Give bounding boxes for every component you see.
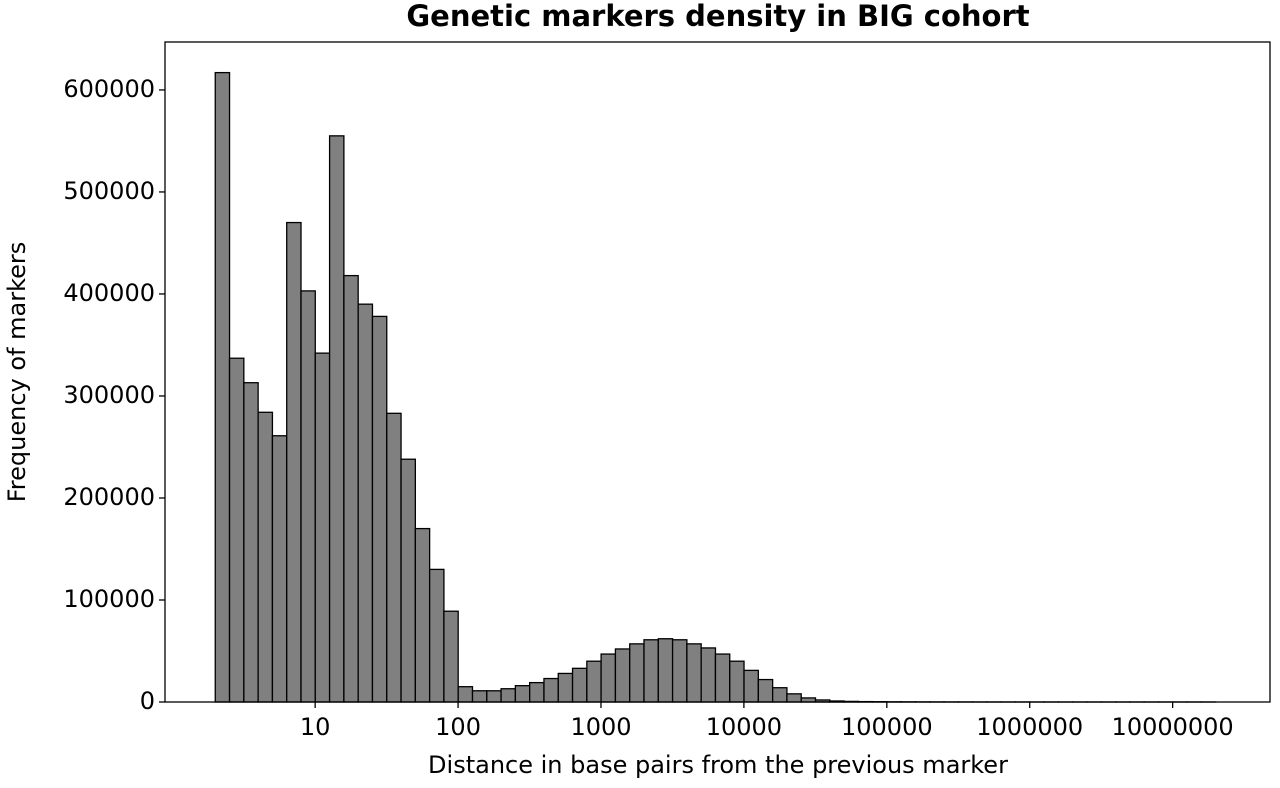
y-tick-label: 600000 bbox=[63, 75, 155, 103]
x-tick-label: 100000 bbox=[841, 713, 933, 741]
bar bbox=[214, 71, 231, 703]
bar bbox=[243, 382, 259, 703]
y-tick-label: 500000 bbox=[63, 177, 155, 205]
bar bbox=[357, 303, 374, 703]
bar bbox=[343, 274, 359, 703]
bar bbox=[686, 643, 702, 703]
y-tick-label: 100000 bbox=[63, 585, 155, 613]
bar bbox=[457, 686, 474, 703]
bar bbox=[529, 681, 545, 703]
bar bbox=[371, 315, 388, 703]
bar bbox=[514, 685, 531, 703]
bar bbox=[386, 412, 402, 703]
bar bbox=[743, 669, 759, 703]
bar bbox=[257, 411, 274, 703]
chart-title: Genetic markers density in BIG cohort bbox=[406, 0, 1029, 33]
y-axis-label: Frequency of markers bbox=[3, 242, 31, 503]
bar bbox=[657, 638, 674, 703]
x-tick-label: 10 bbox=[300, 713, 331, 741]
x-tick-label: 10000000 bbox=[1112, 713, 1234, 741]
bar bbox=[328, 135, 345, 703]
bar bbox=[300, 290, 316, 703]
bar bbox=[286, 221, 302, 703]
bar bbox=[400, 458, 416, 703]
y-tick-label: 300000 bbox=[63, 381, 155, 409]
bar bbox=[671, 639, 688, 703]
bar bbox=[543, 677, 559, 703]
x-tick-label: 1000000 bbox=[976, 713, 1083, 741]
bar bbox=[428, 568, 445, 703]
x-tick-label: 100 bbox=[435, 713, 481, 741]
bar bbox=[228, 357, 245, 703]
x-axis-label: Distance in base pairs from the previous… bbox=[428, 751, 1008, 779]
bar bbox=[486, 690, 502, 703]
bar bbox=[414, 527, 431, 703]
bar bbox=[586, 660, 602, 703]
bar bbox=[629, 643, 645, 703]
bar bbox=[643, 639, 659, 703]
bar bbox=[771, 687, 788, 703]
bar bbox=[714, 653, 731, 703]
bar bbox=[271, 435, 288, 703]
bar bbox=[757, 678, 774, 703]
y-tick-label: 0 bbox=[140, 687, 155, 715]
y-tick-label: 400000 bbox=[63, 279, 155, 307]
bar bbox=[314, 352, 331, 703]
bar bbox=[571, 667, 588, 703]
bar bbox=[600, 653, 617, 703]
bar bbox=[471, 690, 488, 703]
bar bbox=[443, 610, 459, 703]
bar bbox=[614, 648, 631, 703]
bar bbox=[729, 660, 745, 703]
bar bbox=[700, 647, 717, 703]
bar bbox=[786, 693, 802, 703]
bar bbox=[500, 688, 517, 703]
bar bbox=[557, 672, 574, 703]
x-tick-label: 1000 bbox=[570, 713, 631, 741]
plot-frame bbox=[164, 41, 1271, 703]
y-tick-label: 200000 bbox=[63, 483, 155, 511]
x-tick-label: 10000 bbox=[706, 713, 782, 741]
